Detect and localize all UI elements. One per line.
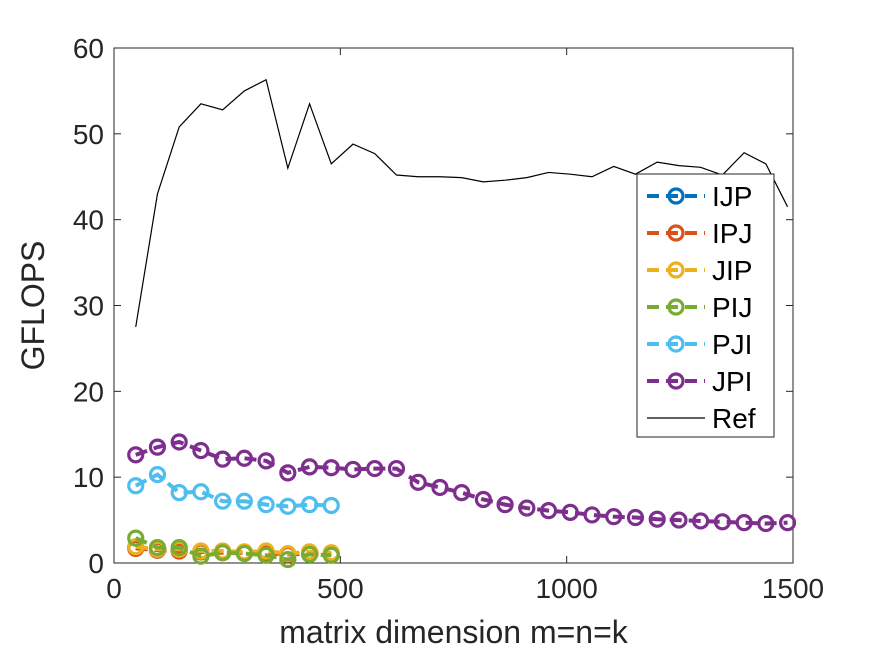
data-point: [453, 484, 471, 502]
data-point: [648, 510, 666, 528]
legend-item-ijp: IJP: [647, 181, 752, 212]
legend-marker: [667, 335, 685, 353]
data-point: [300, 545, 319, 564]
data-point: [148, 538, 167, 557]
data-point: [322, 546, 340, 564]
series-ref: [135, 78, 789, 328]
data-point: [735, 514, 753, 532]
data-point: [170, 484, 188, 502]
data-point: [778, 514, 797, 532]
data-point: [127, 529, 145, 547]
data-point: [148, 438, 167, 456]
data-point: [583, 506, 601, 524]
data-point: [214, 492, 232, 510]
legend-label: JPI: [712, 366, 752, 397]
data-point: [192, 483, 210, 501]
legend-marker: [667, 372, 685, 390]
data-point: [322, 459, 340, 477]
legend-label: JIP: [712, 255, 752, 286]
legend-item-jpi: JPI: [647, 366, 752, 397]
data-point: [235, 492, 253, 510]
y-tick-label: 40: [73, 205, 104, 236]
data-point: [235, 449, 253, 467]
data-point: [670, 511, 688, 529]
data-point: [300, 496, 319, 514]
data-point: [257, 496, 275, 514]
series-line: [135, 78, 789, 328]
legend-label: IJP: [712, 181, 752, 212]
y-axis-label: GFLOPS: [15, 241, 51, 371]
legend-label: PIJ: [712, 292, 752, 323]
legend-label: PJI: [712, 329, 752, 360]
series-line: [134, 536, 332, 562]
data-point: [148, 465, 167, 484]
legend-box: [636, 173, 775, 438]
data-point: [431, 478, 449, 497]
data-point: [605, 508, 623, 526]
data-point: [257, 452, 275, 470]
y-tick-label: 30: [73, 291, 104, 322]
data-point: [192, 547, 210, 565]
data-point: [409, 473, 427, 491]
data-point: [366, 459, 384, 478]
data-point: [214, 450, 232, 468]
data-point: [127, 446, 145, 464]
data-point: [692, 512, 710, 530]
y-tick-label: 10: [73, 462, 104, 493]
series-layer: [127, 78, 797, 569]
y-tick-label: 0: [88, 548, 104, 579]
data-point: [474, 490, 492, 509]
data-point: [235, 544, 253, 563]
series-line: [134, 472, 332, 509]
legend-item-jip: JIP: [647, 255, 752, 286]
data-point: [387, 459, 406, 478]
series-pji: [127, 465, 340, 515]
x-tick-label: 0: [106, 573, 122, 604]
data-point: [192, 441, 210, 460]
x-tick-label: 1000: [536, 573, 598, 604]
x-axis: 0 500 1000 1500: [106, 48, 824, 604]
data-point: [626, 508, 645, 527]
data-point: [214, 544, 232, 562]
legend-marker: [667, 224, 685, 242]
y-tick-label: 50: [73, 119, 104, 150]
legend-item-pji: PJI: [647, 329, 752, 360]
series-line: [135, 439, 788, 526]
legend: IJP IPJ JIP PIJ PJI JPI Ref: [636, 173, 775, 438]
data-point: [539, 502, 558, 520]
series-pij: [127, 529, 340, 569]
legend-item-ref: Ref: [647, 403, 756, 434]
data-point: [561, 503, 579, 521]
x-axis-label: matrix dimension m=n=k: [279, 614, 629, 650]
data-point: [257, 546, 275, 564]
data-point: [170, 433, 188, 451]
legend-marker: [667, 298, 685, 316]
legend-marker: [667, 187, 685, 205]
data-point: [757, 514, 775, 533]
x-tick-label: 1500: [762, 573, 824, 604]
data-point: [170, 538, 188, 557]
legend-marker: [667, 261, 685, 279]
data-point: [344, 460, 362, 479]
data-point: [127, 477, 145, 495]
y-tick-label: 20: [73, 376, 104, 407]
data-point: [279, 550, 297, 569]
legend-label: IPJ: [712, 218, 752, 249]
data-point: [496, 496, 514, 514]
series-jpi: [127, 433, 797, 533]
legend-item-ipj: IPJ: [647, 218, 752, 249]
legend-item-pij: PIJ: [647, 292, 752, 323]
data-point: [279, 464, 297, 482]
y-tick-label: 60: [73, 33, 104, 64]
y-axis: 0 10 20 30 40 50 60: [73, 33, 793, 579]
data-point: [322, 496, 340, 515]
data-point: [713, 513, 731, 531]
data-point: [279, 497, 297, 515]
legend-label: Ref: [712, 403, 756, 434]
data-point: [300, 458, 319, 476]
x-tick-label: 500: [317, 573, 364, 604]
data-point: [518, 499, 536, 517]
